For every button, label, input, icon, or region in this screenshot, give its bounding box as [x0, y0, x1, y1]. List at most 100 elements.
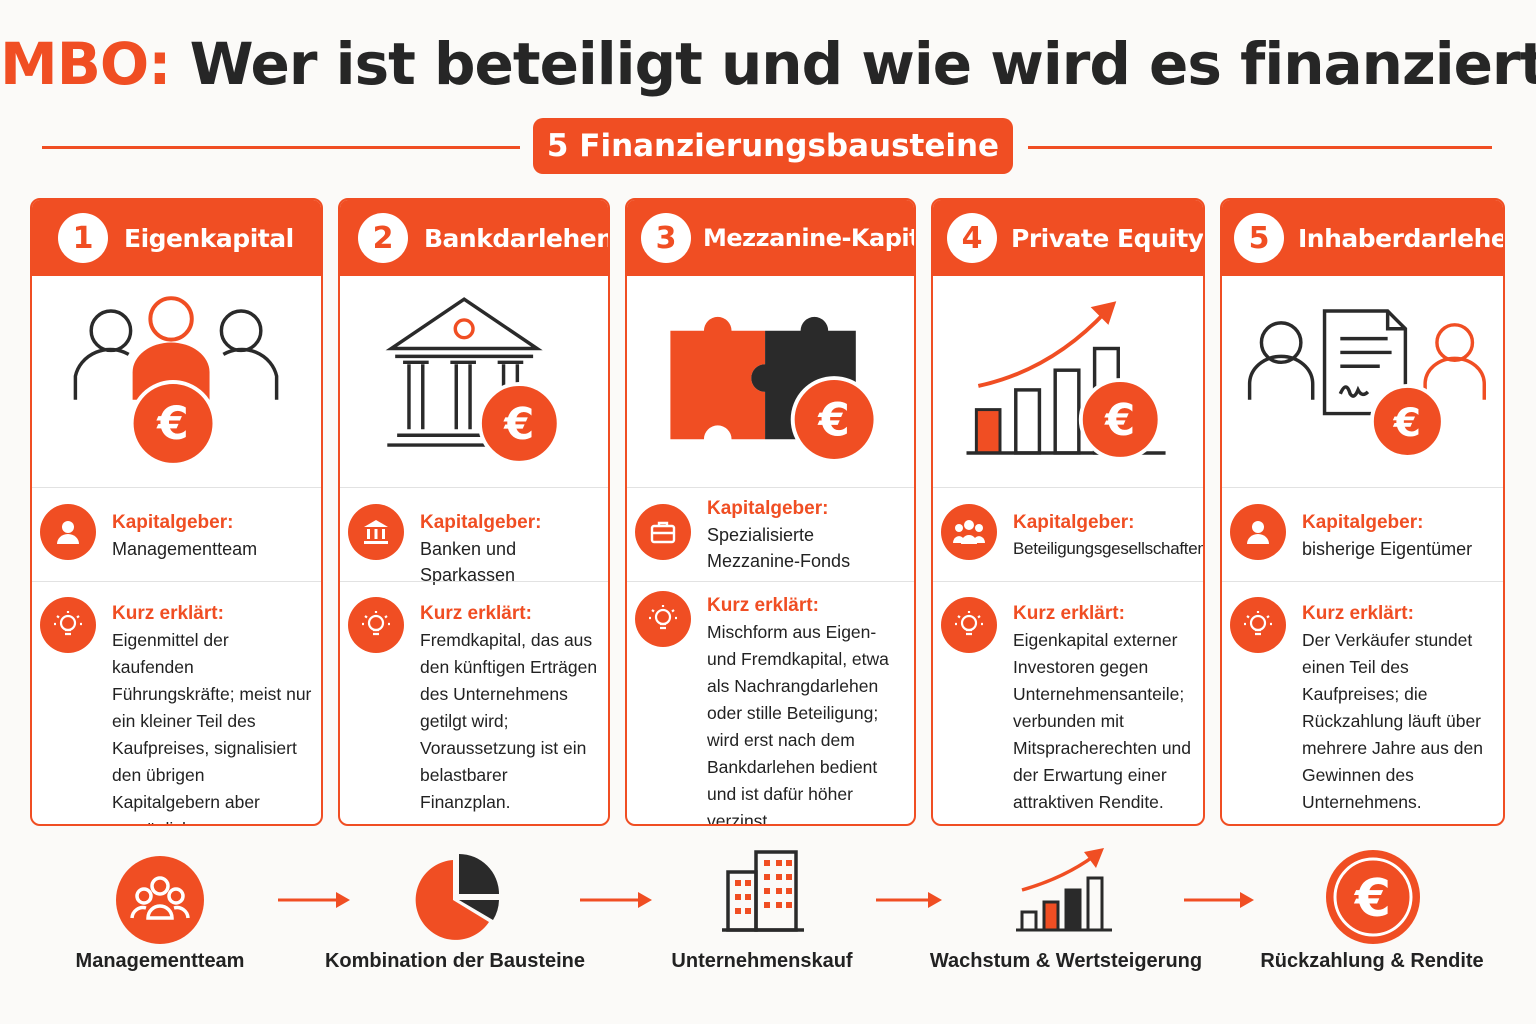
investor-row: Kapitalgeber: Beteiligungsgesellschaften	[933, 500, 1203, 580]
card-divider	[340, 487, 608, 488]
explain-row: Kurz erklärt: Fremdkapital, das aus den …	[340, 593, 608, 823]
card-number: 5	[1234, 213, 1284, 263]
svg-text:€: €	[817, 393, 850, 446]
explain-label: Kurz erklärt:	[707, 595, 819, 616]
lightbulb-icon	[1230, 597, 1286, 653]
investor-value: bisherige Eigentümer	[1302, 539, 1473, 559]
card-title: Private Equity	[1011, 223, 1204, 253]
card-divider	[340, 581, 608, 582]
card-divider	[627, 487, 914, 488]
investor-row: Kapitalgeber: Managementteam	[32, 500, 321, 580]
explain-row: Kurz erklärt: Eigenmittel der kaufenden …	[32, 593, 321, 824]
explain-row: Kurz erklärt: Der Verkäufer stundet eine…	[1222, 593, 1503, 823]
svg-text:€: €	[1354, 869, 1391, 929]
briefcase-icon	[635, 504, 691, 560]
flow-arrow	[278, 888, 350, 912]
lightbulb-icon	[348, 597, 404, 653]
lightbulb-icon	[941, 597, 997, 653]
subtitle-line-left	[42, 146, 520, 149]
flow-label: Kombination der Bausteine	[324, 950, 586, 972]
investor-value: Managementteam	[112, 539, 258, 559]
group-icon	[941, 504, 997, 560]
svg-text:€: €	[1393, 400, 1421, 446]
investor-label: Kapitalgeber:	[1302, 512, 1424, 533]
contract-euro-icon: €	[1222, 280, 1503, 486]
title-text: Wer ist beteiligt und wie wird es finanz…	[189, 30, 1536, 98]
person-icon	[1230, 504, 1286, 560]
card-eigenkapital: 1 Eigenkapital € Kapitalgeber: Managemen…	[30, 198, 323, 826]
card-number: 1	[58, 213, 108, 263]
team-euro-icon: €	[32, 280, 321, 486]
card-number: 2	[358, 213, 408, 263]
pie-chart-icon	[409, 852, 501, 944]
card-title: Eigenkapital	[124, 223, 294, 253]
title-accent: MBO:	[0, 30, 171, 98]
investor-label: Kapitalgeber:	[112, 512, 234, 533]
card-header: 5 Inhaberdarlehen	[1222, 200, 1503, 276]
bank-euro-icon: €	[340, 280, 608, 486]
svg-text:€: €	[156, 397, 189, 450]
explain-row: Kurz erklärt: Eigenkapital externer Inve…	[933, 593, 1203, 823]
explain-row: Kurz erklärt: Mischform aus Eigen- und F…	[627, 587, 914, 826]
card-title: Mezzanine-Kapital	[703, 224, 914, 252]
card-divider	[1222, 487, 1503, 488]
puzzle-euro-icon: €	[627, 280, 914, 486]
card-inhaberdarlehen: 5 Inhaberdarlehen € Kapitalgeber: bisher…	[1220, 198, 1505, 826]
subtitle-text: 5 Finanzierungsbausteine	[546, 128, 1000, 164]
card-header: 1 Eigenkapital	[32, 200, 321, 276]
explain-text: Der Verkäufer stundet einen Teil des Kau…	[1302, 630, 1483, 812]
flow-arrow	[580, 888, 652, 912]
card-header: 4 Private Equity	[933, 200, 1203, 276]
explain-text: Eigenkapital externer Investoren gegen U…	[1013, 630, 1192, 812]
explain-text: Mischform aus Eigen- und Fremdkapital, e…	[707, 622, 889, 826]
explain-text: Eigenmittel der kaufenden Führungskräfte…	[112, 630, 312, 824]
investor-row: Kapitalgeber: bisherige Eigentümer	[1222, 500, 1503, 580]
card-divider	[627, 581, 914, 582]
flow-label: Rückzahlung & Rendite	[1260, 950, 1484, 972]
flow-label: Managementteam	[75, 950, 245, 972]
growth-chart-icon	[1014, 842, 1114, 934]
lightbulb-icon	[635, 591, 691, 647]
explain-label: Kurz erklärt:	[1302, 603, 1414, 624]
card-number: 4	[947, 213, 997, 263]
explain-text: Fremdkapital, das aus den künftigen Ertr…	[420, 630, 598, 812]
card-header: 2 Bankdarlehen	[340, 200, 608, 276]
card-title: Bankdarlehen	[424, 223, 610, 253]
card-divider	[933, 487, 1203, 488]
flow-label: Wachstum & Wertsteigerung	[929, 950, 1203, 972]
flow-arrow	[1184, 888, 1254, 912]
card-number: 3	[641, 213, 691, 263]
card-title: Inhaberdarlehen	[1298, 223, 1505, 253]
team-icon	[116, 856, 204, 944]
page-title: MBO: Wer ist beteiligt und wie wird es f…	[0, 30, 1536, 110]
card-bankdarlehen: 2 Bankdarlehen € Kapitalgeber: Banken un…	[338, 198, 610, 826]
investor-label: Kapitalgeber:	[1013, 512, 1135, 533]
flow-label: Unternehmenskauf	[671, 950, 853, 972]
investor-value: Banken und Sparkassen	[420, 539, 517, 585]
person-icon	[40, 504, 96, 560]
growth-chart-euro-icon: €	[933, 280, 1203, 486]
subtitle-badge: 5 Finanzierungsbausteine	[533, 118, 1013, 174]
flow-arrow	[876, 888, 942, 912]
investor-value: Spezialisierte Mezzanine-Fonds	[707, 525, 851, 571]
card-header: 3 Mezzanine-Kapital	[627, 200, 914, 276]
card-mezzanine: 3 Mezzanine-Kapital € Kapitalgeber: Spez…	[625, 198, 916, 826]
subtitle-line-right	[1028, 146, 1492, 149]
investor-label: Kapitalgeber:	[707, 498, 829, 519]
card-divider	[32, 487, 321, 488]
investor-row: Kapitalgeber: Banken und Sparkassen	[340, 500, 608, 585]
explain-label: Kurz erklärt:	[420, 603, 532, 624]
explain-label: Kurz erklärt:	[112, 603, 224, 624]
card-divider	[32, 581, 321, 582]
investor-value: Beteiligungsgesellschaften	[1013, 539, 1205, 558]
card-private-equity: 4 Private Equity € Kapitalgeber: Beteili…	[931, 198, 1205, 826]
explain-label: Kurz erklärt:	[1013, 603, 1125, 624]
svg-text:€: €	[1104, 396, 1135, 446]
card-divider	[933, 581, 1203, 582]
card-divider	[1222, 581, 1503, 582]
bank-icon	[348, 504, 404, 560]
euro-icon: €	[1326, 850, 1420, 944]
investor-label: Kapitalgeber:	[420, 512, 542, 533]
lightbulb-icon	[40, 597, 96, 653]
svg-text:€: €	[503, 400, 534, 450]
